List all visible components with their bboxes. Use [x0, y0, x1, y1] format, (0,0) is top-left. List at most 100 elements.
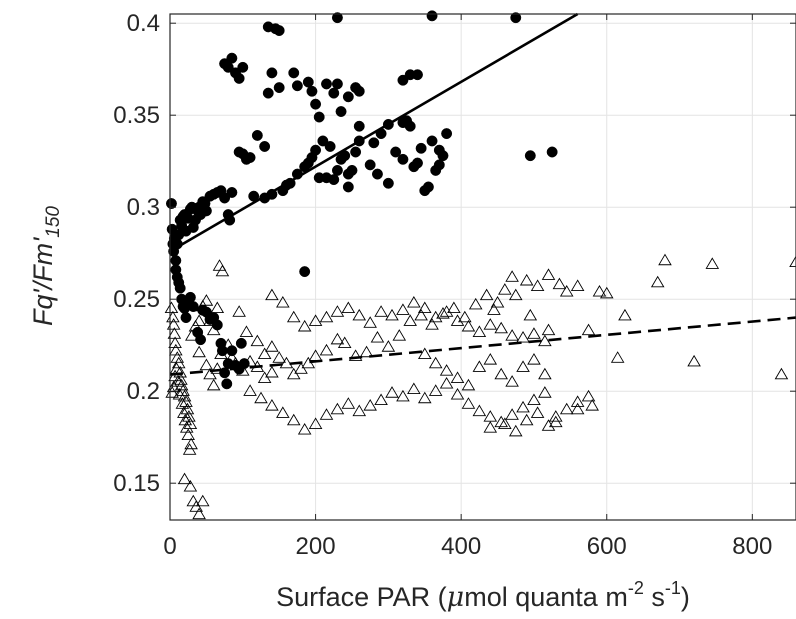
- filled-circle-point: [426, 10, 438, 22]
- open-triangle-point: [658, 253, 672, 266]
- filled-circle-point: [342, 91, 354, 103]
- open-triangle-point: [650, 275, 665, 288]
- open-triangle-point: [164, 301, 179, 314]
- open-triangle-point: [516, 330, 530, 343]
- open-triangle-point: [210, 301, 225, 314]
- filled-circle-point: [291, 168, 303, 180]
- filled-circle-point: [184, 291, 196, 303]
- open-triangle-point: [171, 356, 186, 369]
- y-axis-label-main: Fq'/Fm': [28, 237, 58, 326]
- open-triangle-point: [450, 387, 465, 400]
- filled-circle-point: [226, 187, 238, 198]
- filled-circle-point: [259, 141, 271, 152]
- filled-circle-point: [299, 266, 311, 278]
- x-axis-label: Surface PAR (μmol quanta m-2 s-1): [276, 578, 690, 613]
- dashed-fit-line: [169, 316, 796, 376]
- open-triangle-point: [705, 257, 720, 269]
- open-triangle-point: [385, 386, 399, 398]
- open-triangle-point: [173, 365, 187, 378]
- x-axis-label-exp1: -2: [628, 578, 644, 598]
- open-triangle-point: [538, 334, 552, 347]
- open-triangle-point: [319, 310, 334, 323]
- filled-circle-point: [219, 192, 231, 204]
- open-triangle-point: [228, 356, 243, 369]
- open-triangle-point: [385, 308, 399, 321]
- open-triangle-point: [505, 329, 519, 341]
- x-tick-label: 400: [441, 533, 481, 560]
- open-triangle-point: [789, 255, 796, 268]
- x-axis-label-exp2: -1: [665, 578, 681, 598]
- filled-circle-point: [273, 82, 285, 94]
- y-axis-label-sub: 150: [43, 206, 64, 238]
- filled-circle-point: [317, 135, 329, 147]
- open-triangle-point: [301, 356, 316, 369]
- filled-circle-point: [180, 312, 192, 324]
- open-triangle-point: [468, 297, 483, 310]
- open-triangle-point: [494, 415, 508, 428]
- open-triangle-point: [472, 404, 487, 417]
- open-triangle-point: [392, 329, 407, 341]
- open-triangle-point: [592, 284, 607, 297]
- filled-circle-point: [266, 67, 278, 79]
- open-triangle-point: [541, 323, 556, 336]
- open-triangle-point: [610, 351, 625, 363]
- y-tick-label: 0.4: [127, 10, 160, 37]
- open-triangle-point: [341, 397, 356, 409]
- open-triangle-point: [538, 367, 552, 380]
- open-triangle-point: [243, 384, 257, 396]
- open-triangle-point: [403, 314, 417, 326]
- open-triangle-point: [508, 288, 523, 301]
- open-triangle-point: [439, 364, 454, 376]
- open-triangle-point: [687, 354, 701, 367]
- open-triangle-point: [199, 294, 214, 306]
- open-triangle-point: [181, 428, 195, 441]
- x-axis-label-s: s: [644, 582, 665, 612]
- open-triangle-point: [527, 353, 541, 365]
- open-triangle-point: [308, 417, 323, 429]
- open-triangle-point: [541, 419, 556, 431]
- open-triangle-point: [428, 384, 443, 396]
- open-triangle-point: [527, 393, 541, 406]
- filled-circle-point: [510, 12, 522, 24]
- filled-circle-point: [372, 168, 383, 180]
- open-triangle-point: [174, 373, 188, 385]
- open-triangle-point: [174, 378, 189, 391]
- filled-circle-point: [166, 198, 177, 209]
- filled-circle-point: [328, 174, 340, 186]
- y-tick-label: 0.15: [113, 470, 160, 497]
- filled-circle-point: [200, 205, 212, 217]
- open-triangle-point: [541, 268, 556, 280]
- open-triangle-point: [570, 395, 585, 407]
- open-triangle-point: [265, 340, 279, 352]
- open-triangle-point: [276, 295, 290, 308]
- open-triangle-point: [581, 323, 596, 336]
- open-triangle-point: [341, 301, 356, 314]
- open-triangle-point: [203, 314, 217, 326]
- filled-circle-point: [251, 129, 263, 141]
- open-triangle-point: [472, 325, 487, 337]
- open-triangle-point: [523, 308, 538, 321]
- filled-circle-point: [397, 74, 409, 86]
- open-triangle-point: [363, 399, 377, 411]
- open-triangle-point: [439, 305, 454, 317]
- open-triangle-point: [570, 279, 585, 291]
- open-triangle-point: [505, 375, 519, 387]
- x-tick-label: 0: [163, 533, 176, 560]
- filled-circle-point: [412, 157, 423, 169]
- filled-circle-point: [426, 135, 438, 147]
- filled-circle-point: [412, 69, 423, 81]
- open-triangle-point: [498, 283, 512, 295]
- open-triangle-point: [352, 404, 367, 417]
- filled-circle-point: [233, 72, 245, 84]
- open-triangle-point: [494, 321, 508, 334]
- solid-fit-line: [169, 12, 579, 253]
- open-triangle-point: [508, 424, 523, 437]
- open-triangle-point: [330, 402, 345, 415]
- open-triangle-point: [516, 360, 530, 372]
- open-triangle-point: [363, 316, 377, 328]
- filled-circle-point: [331, 78, 343, 90]
- open-triangle-point: [276, 406, 290, 418]
- open-triangle-point: [428, 310, 443, 323]
- filled-circle-point: [171, 238, 183, 250]
- filled-circle-point: [221, 378, 233, 390]
